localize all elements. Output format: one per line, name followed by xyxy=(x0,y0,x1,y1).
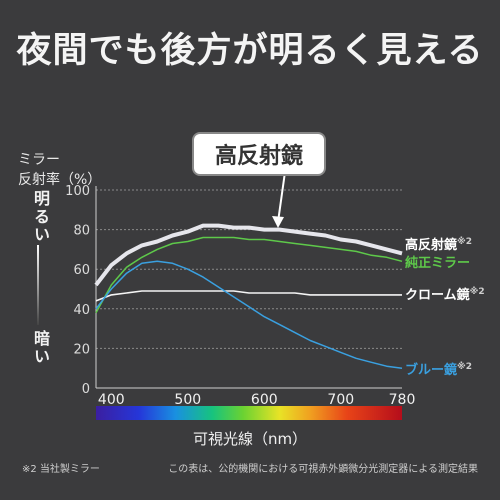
y-tick-label: 0 xyxy=(82,382,90,397)
headline: 夜間でも後方が明るく見える xyxy=(16,31,484,71)
y-axis-label-line2: 反射率（%） xyxy=(18,172,102,188)
y-axis-label-line1: ミラー xyxy=(18,152,60,168)
series-label: 高反射鏡※2 xyxy=(405,236,472,253)
x-tick-label: 600 xyxy=(251,392,278,408)
visible-spectrum-bar xyxy=(96,406,402,420)
x-tick-label: 400 xyxy=(98,392,125,408)
y-tick-label: 40 xyxy=(73,303,90,318)
bright-label: 明るい xyxy=(31,190,50,244)
series-label: 純正ミラー xyxy=(405,255,470,271)
footnote-left: ※2 当社製ミラー xyxy=(22,464,100,475)
series-line xyxy=(95,290,402,302)
brightness-gradient-bar xyxy=(37,245,39,325)
series-label: クローム鏡※2 xyxy=(405,286,485,303)
x-tick-label: 700 xyxy=(327,392,354,408)
y-tick-label: 80 xyxy=(73,224,90,239)
series-line xyxy=(95,260,403,369)
y-tick-label: 60 xyxy=(73,263,90,278)
x-tick-label: 780 xyxy=(389,392,416,408)
dark-label: 暗い xyxy=(31,330,50,366)
x-tick-label: 500 xyxy=(174,392,201,408)
x-axis-label: 可視光線（nm） xyxy=(192,430,308,448)
y-axis-label: ミラー 反射率（%） xyxy=(18,150,101,190)
series-label: ブルー鏡※2 xyxy=(405,361,472,378)
callout-high-reflect: 高反射鏡 xyxy=(192,132,326,176)
series-line xyxy=(94,223,403,287)
y-tick-label: 100 xyxy=(65,184,90,199)
callout-pointer xyxy=(277,171,286,223)
series-line xyxy=(95,236,403,314)
y-tick-label: 20 xyxy=(73,342,90,357)
footnote-right: この表は、公的機関における可視赤外顕微分光測定器による測定結果 xyxy=(168,464,478,475)
callout-arrowhead xyxy=(272,216,284,228)
